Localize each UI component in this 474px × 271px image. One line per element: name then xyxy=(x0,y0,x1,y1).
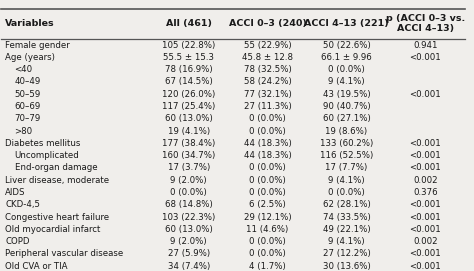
Text: 9 (2.0%): 9 (2.0%) xyxy=(170,176,207,185)
Text: 0 (0.0%): 0 (0.0%) xyxy=(249,249,286,258)
Text: 70–79: 70–79 xyxy=(15,114,41,123)
Text: <0.001: <0.001 xyxy=(410,151,441,160)
Text: 0 (0.0%): 0 (0.0%) xyxy=(328,188,365,197)
Text: <0.001: <0.001 xyxy=(410,163,441,172)
Text: 78 (16.9%): 78 (16.9%) xyxy=(165,65,212,74)
Text: 0 (0.0%): 0 (0.0%) xyxy=(249,163,286,172)
Text: <0.001: <0.001 xyxy=(410,200,441,209)
Text: >80: >80 xyxy=(15,127,33,136)
Text: All (461): All (461) xyxy=(166,19,212,28)
Text: 0 (0.0%): 0 (0.0%) xyxy=(328,65,365,74)
Text: 29 (12.1%): 29 (12.1%) xyxy=(244,212,292,221)
Text: 55 (22.9%): 55 (22.9%) xyxy=(244,41,292,50)
Text: 27 (12.2%): 27 (12.2%) xyxy=(323,249,370,258)
Text: 50–59: 50–59 xyxy=(15,90,41,99)
Text: 116 (52.5%): 116 (52.5%) xyxy=(320,151,373,160)
Text: 60 (13.0%): 60 (13.0%) xyxy=(165,114,212,123)
Text: 105 (22.8%): 105 (22.8%) xyxy=(162,41,215,50)
Text: 45.8 ± 12.8: 45.8 ± 12.8 xyxy=(242,53,293,62)
Text: 44 (18.3%): 44 (18.3%) xyxy=(244,139,292,148)
Text: 0 (0.0%): 0 (0.0%) xyxy=(170,188,207,197)
Text: 0 (0.0%): 0 (0.0%) xyxy=(249,114,286,123)
Text: 17 (7.7%): 17 (7.7%) xyxy=(326,163,368,172)
Text: Female gender: Female gender xyxy=(5,41,70,50)
Text: 62 (28.1%): 62 (28.1%) xyxy=(323,200,370,209)
Text: 49 (22.1%): 49 (22.1%) xyxy=(323,225,370,234)
Text: 9 (4.1%): 9 (4.1%) xyxy=(328,176,365,185)
Text: 68 (14.8%): 68 (14.8%) xyxy=(165,200,212,209)
Text: 34 (7.4%): 34 (7.4%) xyxy=(168,262,210,271)
Text: 133 (60.2%): 133 (60.2%) xyxy=(320,139,373,148)
Text: 9 (4.1%): 9 (4.1%) xyxy=(328,78,365,86)
Text: <0.001: <0.001 xyxy=(410,225,441,234)
Text: <0.001: <0.001 xyxy=(410,53,441,62)
Text: 60 (27.1%): 60 (27.1%) xyxy=(323,114,370,123)
Text: 117 (25.4%): 117 (25.4%) xyxy=(162,102,215,111)
Text: 6 (2.5%): 6 (2.5%) xyxy=(249,200,286,209)
Text: 103 (22.3%): 103 (22.3%) xyxy=(162,212,215,221)
Text: 0 (0.0%): 0 (0.0%) xyxy=(249,127,286,136)
Text: 44 (18.3%): 44 (18.3%) xyxy=(244,151,292,160)
Text: 40–49: 40–49 xyxy=(15,78,41,86)
Text: 9 (4.1%): 9 (4.1%) xyxy=(328,237,365,246)
Text: 19 (8.6%): 19 (8.6%) xyxy=(326,127,368,136)
Text: p (ACCI 0–3 vs.
ACCI 4–13): p (ACCI 0–3 vs. ACCI 4–13) xyxy=(386,14,465,34)
Text: 27 (11.3%): 27 (11.3%) xyxy=(244,102,292,111)
Text: 19 (4.1%): 19 (4.1%) xyxy=(168,127,210,136)
Text: 78 (32.5%): 78 (32.5%) xyxy=(244,65,292,74)
Text: <0.001: <0.001 xyxy=(410,249,441,258)
Text: Old CVA or TIA: Old CVA or TIA xyxy=(5,262,68,271)
Text: 120 (26.0%): 120 (26.0%) xyxy=(162,90,215,99)
Text: 55.5 ± 15.3: 55.5 ± 15.3 xyxy=(163,53,214,62)
Text: <0.001: <0.001 xyxy=(410,90,441,99)
Text: 74 (33.5%): 74 (33.5%) xyxy=(323,212,370,221)
Text: 0.002: 0.002 xyxy=(413,237,438,246)
Text: 17 (3.7%): 17 (3.7%) xyxy=(168,163,210,172)
Text: 0 (0.0%): 0 (0.0%) xyxy=(249,237,286,246)
Text: CKD-4,5: CKD-4,5 xyxy=(5,200,40,209)
Text: 58 (24.2%): 58 (24.2%) xyxy=(244,78,292,86)
Text: Age (years): Age (years) xyxy=(5,53,55,62)
Text: 60 (13.0%): 60 (13.0%) xyxy=(165,225,212,234)
Text: 67 (14.5%): 67 (14.5%) xyxy=(165,78,212,86)
Text: End-organ damage: End-organ damage xyxy=(15,163,97,172)
Text: Liver disease, moderate: Liver disease, moderate xyxy=(5,176,109,185)
Text: 4 (1.7%): 4 (1.7%) xyxy=(249,262,286,271)
Text: Old myocardial infarct: Old myocardial infarct xyxy=(5,225,100,234)
Text: 0 (0.0%): 0 (0.0%) xyxy=(249,176,286,185)
Text: <0.001: <0.001 xyxy=(410,139,441,148)
Text: 11 (4.6%): 11 (4.6%) xyxy=(246,225,289,234)
Text: 77 (32.1%): 77 (32.1%) xyxy=(244,90,292,99)
Text: <0.001: <0.001 xyxy=(410,212,441,221)
Text: <40: <40 xyxy=(15,65,33,74)
Text: ACCI 4–13 (221): ACCI 4–13 (221) xyxy=(304,19,389,28)
Text: Diabetes mellitus: Diabetes mellitus xyxy=(5,139,81,148)
Text: Variables: Variables xyxy=(5,19,55,28)
Text: 0.376: 0.376 xyxy=(413,188,438,197)
Text: 50 (22.6%): 50 (22.6%) xyxy=(323,41,370,50)
Text: 0.002: 0.002 xyxy=(413,176,438,185)
Text: 177 (38.4%): 177 (38.4%) xyxy=(162,139,215,148)
Text: 9 (2.0%): 9 (2.0%) xyxy=(170,237,207,246)
Text: 43 (19.5%): 43 (19.5%) xyxy=(323,90,370,99)
Text: 27 (5.9%): 27 (5.9%) xyxy=(168,249,210,258)
Text: 0.941: 0.941 xyxy=(413,41,438,50)
Text: AIDS: AIDS xyxy=(5,188,26,197)
Text: 60–69: 60–69 xyxy=(15,102,41,111)
Text: 90 (40.7%): 90 (40.7%) xyxy=(323,102,370,111)
Text: Peripheral vascular disease: Peripheral vascular disease xyxy=(5,249,124,258)
Text: <0.001: <0.001 xyxy=(410,262,441,271)
Text: 30 (13.6%): 30 (13.6%) xyxy=(323,262,370,271)
Text: 160 (34.7%): 160 (34.7%) xyxy=(162,151,215,160)
Text: Uncomplicated: Uncomplicated xyxy=(15,151,79,160)
Text: 0 (0.0%): 0 (0.0%) xyxy=(249,188,286,197)
Text: COPD: COPD xyxy=(5,237,30,246)
Text: 66.1 ± 9.96: 66.1 ± 9.96 xyxy=(321,53,372,62)
Text: ACCI 0–3 (240): ACCI 0–3 (240) xyxy=(228,19,307,28)
Text: Congestive heart failure: Congestive heart failure xyxy=(5,212,109,221)
